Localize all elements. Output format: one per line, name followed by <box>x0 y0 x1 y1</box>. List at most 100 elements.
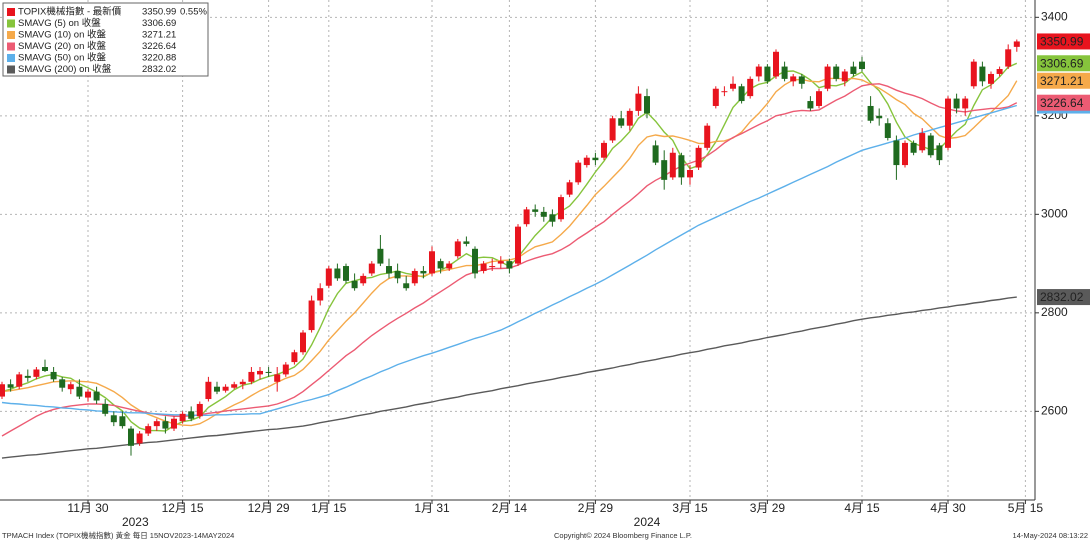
moving-average-line <box>1 296 1017 459</box>
candle-body <box>16 374 23 387</box>
candle-body <box>446 263 453 269</box>
candle-body <box>626 110 633 126</box>
legend-swatch <box>7 31 15 39</box>
candle-body <box>33 369 40 377</box>
last-value-tags: 2832.023220.883226.643271.213306.693350.… <box>1037 33 1090 306</box>
legend-swatch <box>7 54 15 62</box>
x-tick-label: 1月 15 <box>311 501 347 515</box>
candle-body <box>876 115 883 119</box>
candle-body <box>214 386 220 392</box>
candle-body <box>411 270 418 284</box>
year-label: 2024 <box>634 515 661 529</box>
x-tick-label: 1月 31 <box>414 501 450 515</box>
candle-body <box>317 288 324 301</box>
footer-left: TPMACH Index (TOPIX機械指數) 黃金 每日 15NOV2023… <box>2 530 234 540</box>
candle-body <box>575 162 582 183</box>
candle-body <box>996 69 1003 74</box>
candle-body <box>265 371 272 373</box>
candle-body <box>454 241 461 257</box>
legend-label: SMAVG (5) on 收盤 <box>18 17 101 29</box>
candle-body <box>979 66 986 82</box>
candle-body <box>652 145 659 163</box>
candle-body <box>850 66 857 74</box>
candle-body <box>162 421 169 429</box>
legend: TOPIX機械指數 - 最新價 3350.99 0.55% SMAVG (5) on … <box>2 2 209 77</box>
candle-body <box>833 66 840 79</box>
x-tick-label: 4月 15 <box>844 501 880 515</box>
year-label: 2023 <box>122 515 149 529</box>
candle-body <box>1005 49 1012 67</box>
candle-body <box>859 61 865 70</box>
candle-body <box>145 426 152 434</box>
candle-body <box>59 379 66 388</box>
candle-body <box>437 261 444 269</box>
x-tick-label: 12月 15 <box>162 501 204 515</box>
candle-body <box>704 125 711 148</box>
legend-value: 3350.99 <box>142 7 176 18</box>
legend-label: SMAVG (50) on 收盤 <box>18 52 106 64</box>
candle-body <box>523 209 530 225</box>
candle-body <box>816 91 822 106</box>
candle-body <box>807 101 814 109</box>
candle-body <box>558 197 564 220</box>
candle-body <box>334 268 341 279</box>
candle-body <box>403 283 410 289</box>
candle-body <box>721 91 728 93</box>
candle-body <box>566 182 573 195</box>
candle-body <box>205 381 212 400</box>
candle-body <box>601 142 607 158</box>
candle-body <box>953 98 960 109</box>
last-value-label: 2832.02 <box>1040 290 1084 304</box>
candle-body <box>463 241 470 244</box>
candle-body <box>532 209 539 212</box>
last-value-label: 3271.21 <box>1040 74 1084 88</box>
legend-label: SMAVG (200) on 收盤 <box>18 63 112 75</box>
x-tick-label: 3月 29 <box>750 501 786 515</box>
legend-box <box>2 2 209 77</box>
candle-body <box>102 403 109 414</box>
candle-body <box>360 275 367 284</box>
last-value-tag <box>1037 33 1090 50</box>
legend-label: SMAVG (10) on 收盤 <box>18 29 106 41</box>
candle-body <box>687 170 693 178</box>
y-tick-label: 2600 <box>1041 404 1068 418</box>
candle-body <box>257 370 263 375</box>
legend-label: SMAVG (20) on 收盤 <box>18 40 106 52</box>
candle-body <box>196 403 203 417</box>
moving-average-line <box>1 104 1017 416</box>
candle-body <box>841 71 848 82</box>
candle-body <box>222 386 229 391</box>
candle-body <box>85 391 91 398</box>
legend-value: 3220.88 <box>142 53 176 64</box>
candle-body <box>927 135 934 156</box>
candle-body <box>248 371 255 382</box>
y-tick-label: 3400 <box>1041 9 1068 23</box>
x-tick-label: 12月 29 <box>248 501 290 515</box>
last-value-tag <box>1037 72 1090 89</box>
candle-body <box>472 248 478 274</box>
x-tick-label: 2月 29 <box>578 501 614 515</box>
candle-body <box>661 160 668 180</box>
last-value-tag <box>1037 289 1090 306</box>
candle-body <box>231 384 238 388</box>
legend-value: 3271.21 <box>142 30 176 41</box>
candle-body <box>781 66 788 79</box>
candle-body <box>42 367 48 371</box>
candle-body <box>179 413 186 422</box>
candle-body <box>497 261 504 264</box>
candle-body <box>300 332 306 353</box>
candle-body <box>188 411 195 419</box>
candle-body <box>1013 41 1020 47</box>
candle-body <box>773 51 779 77</box>
candle-body <box>171 418 177 429</box>
candle-body <box>480 263 487 271</box>
candle-body <box>824 66 831 89</box>
candle-body <box>936 145 943 161</box>
candle-body <box>136 433 143 444</box>
legend-change: 0.55% <box>180 7 207 18</box>
candle-body <box>644 96 650 114</box>
candle-body <box>988 73 994 84</box>
candle-body <box>308 300 315 331</box>
candle-body <box>24 375 31 378</box>
